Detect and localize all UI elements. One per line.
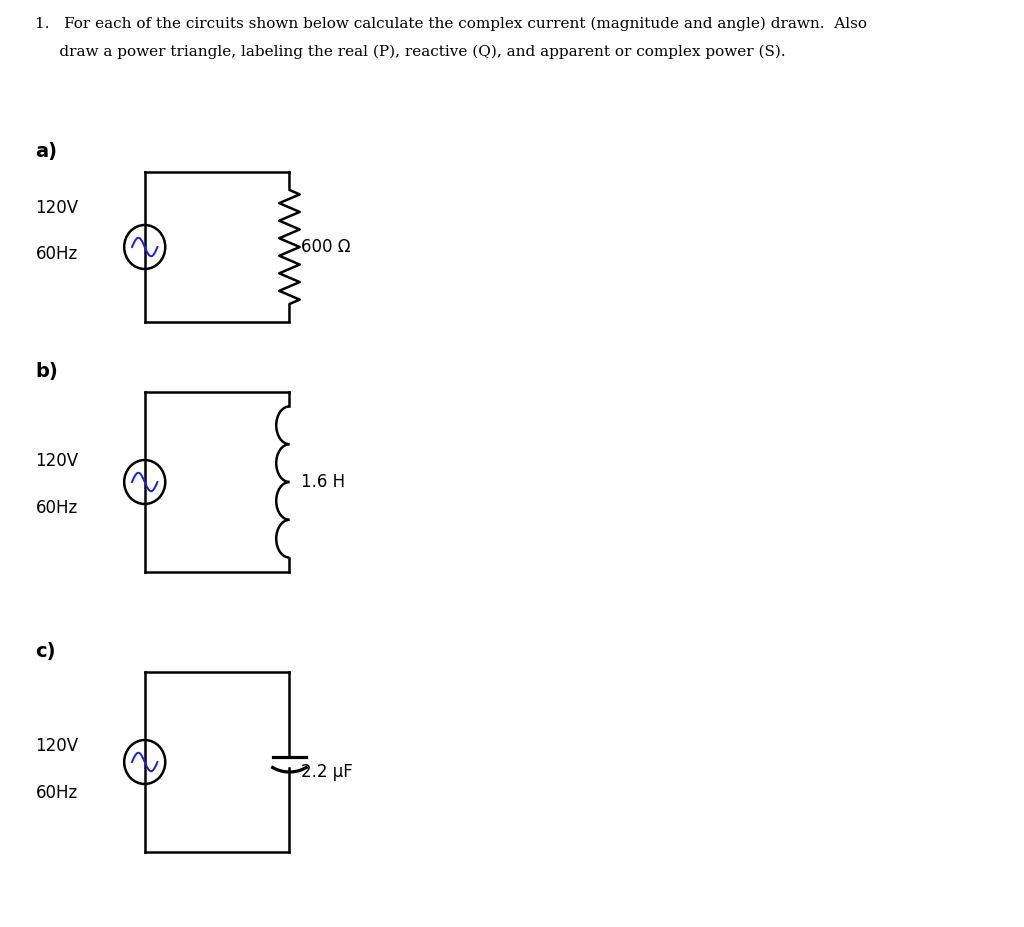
- Text: 60Hz: 60Hz: [36, 784, 78, 802]
- Text: a): a): [36, 142, 57, 161]
- Text: b): b): [36, 362, 58, 381]
- Text: 1.6 H: 1.6 H: [301, 473, 345, 491]
- Text: 1.   For each of the circuits shown below calculate the complex current (magnitu: 1. For each of the circuits shown below …: [36, 17, 867, 32]
- Text: 600 Ω: 600 Ω: [301, 238, 350, 256]
- Text: 120V: 120V: [36, 452, 79, 470]
- Text: 2.2 μF: 2.2 μF: [301, 763, 352, 781]
- Text: 120V: 120V: [36, 199, 79, 217]
- Text: 60Hz: 60Hz: [36, 245, 78, 263]
- Text: 60Hz: 60Hz: [36, 499, 78, 517]
- Text: c): c): [36, 642, 56, 661]
- Text: 120V: 120V: [36, 737, 79, 755]
- Text: draw a power triangle, labeling the real (P), reactive (Q), and apparent or comp: draw a power triangle, labeling the real…: [36, 45, 786, 59]
